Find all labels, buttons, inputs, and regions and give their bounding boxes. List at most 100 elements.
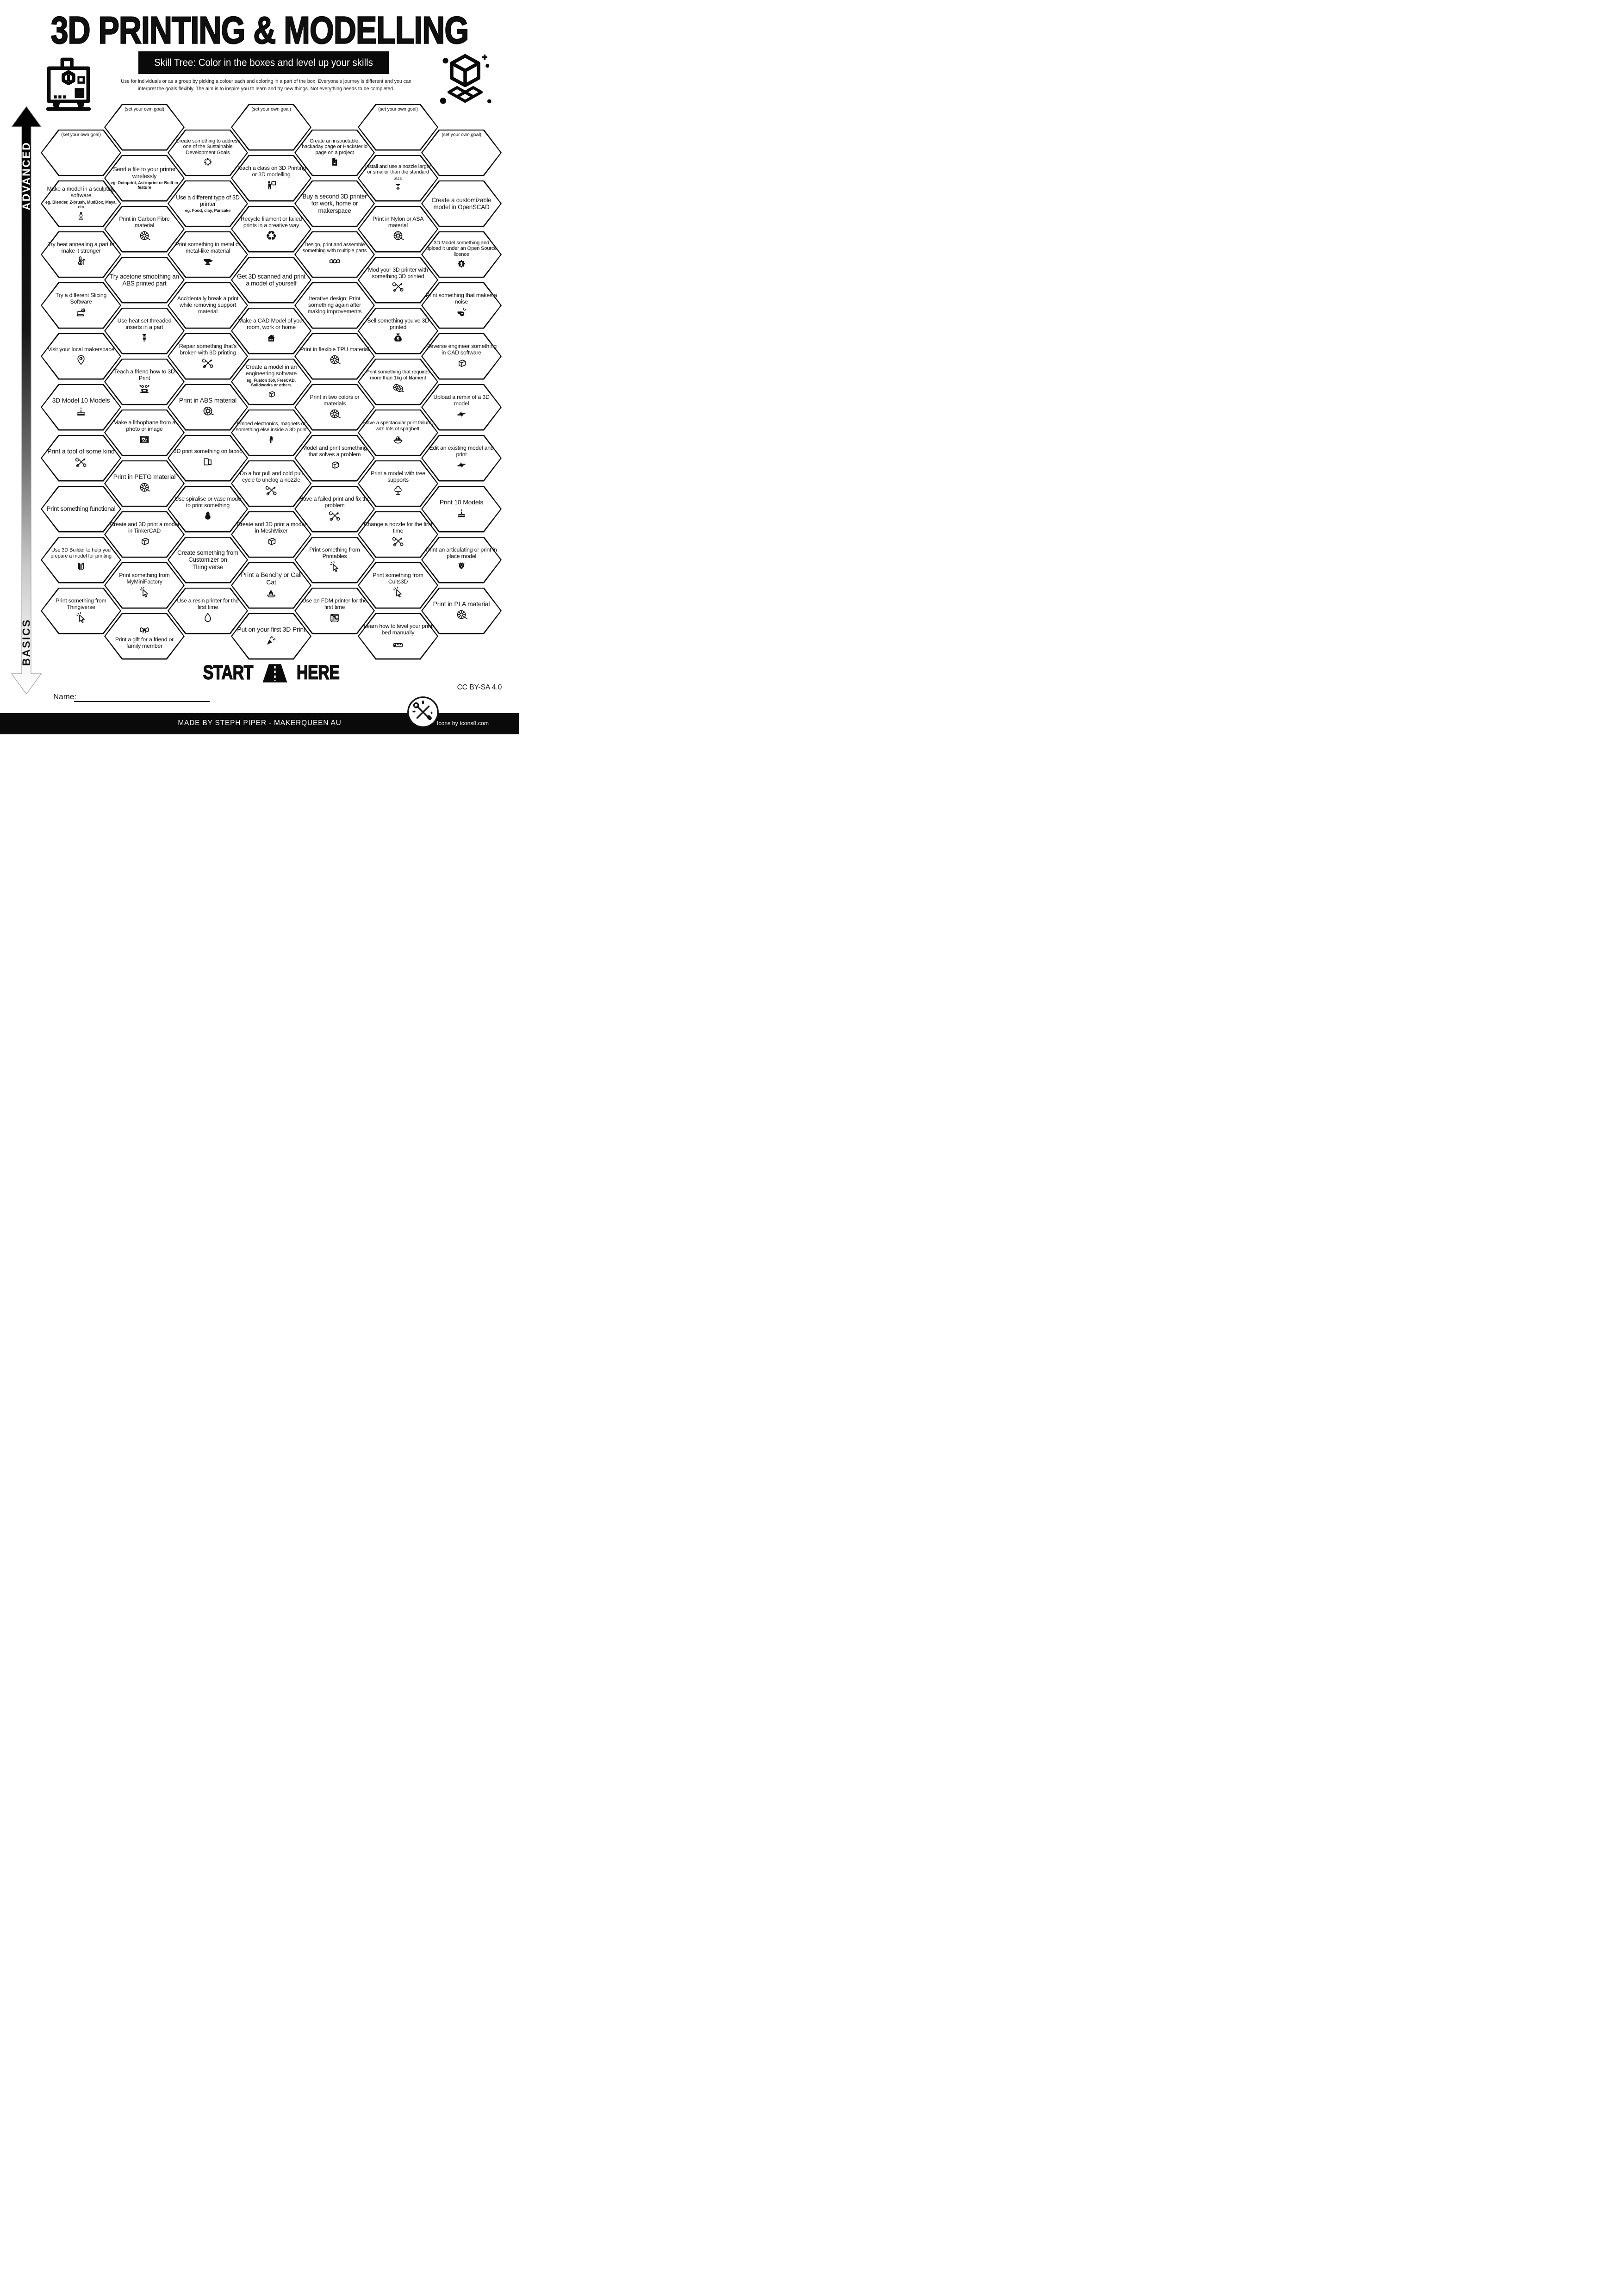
hex-create-something-from-customizer-on-thingi[interactable]: Create something from Customizer on Thin…: [168, 536, 248, 583]
hex-set-your-own-goal[interactable]: (set your own goal): [231, 104, 311, 151]
hex-create-a-model-in-an-engineering-software[interactable]: Create a model in an engineering softwar…: [231, 358, 311, 405]
hex-label: Print in two colors or materials: [310, 393, 360, 407]
hex-get-3d-scanned-and-print-a-model-of-yourse[interactable]: Get 3D scanned and print a model of your…: [231, 256, 311, 304]
hex-recycle-filament-or-failed-prints-in-a-cre[interactable]: Recycle filament or failed prints in a c…: [231, 205, 311, 253]
hex-learn-how-to-level-your-print-bed-manually[interactable]: Learn how to level your print bed manual…: [358, 613, 438, 660]
hex-print-a-tool-of-some-kind[interactable]: Print a tool of some kind: [41, 434, 121, 482]
hex-print-a-gift-for-a-friend-or-family-member[interactable]: Print a gift for a friend or family memb…: [104, 613, 185, 660]
hex-content: Have a spectacular print failure, with l…: [358, 410, 438, 456]
hex-set-your-own-goal[interactable]: (set your own goal): [41, 129, 121, 176]
dragon-icon: [455, 561, 467, 573]
hex-reverse-engineer-something-in-cad-software[interactable]: Reverse engineer something in CAD softwa…: [421, 333, 502, 380]
hex-label: Make a model in a sculpting software: [47, 186, 115, 199]
laptop-gear-icon: [75, 306, 87, 318]
hex-print-something-that-makes-a-noise[interactable]: Print something that makes a noise: [421, 282, 502, 329]
hex-print-in-carbon-fibre-material[interactable]: Print in Carbon Fibre material: [104, 205, 185, 253]
hex-print-something-from-myminifactory[interactable]: Print something from MyMiniFactory: [104, 562, 185, 609]
cube-icon: [138, 535, 150, 547]
hex-fill: [422, 334, 501, 379]
hex-design-print-and-assemble-something-with-m[interactable]: Design, print and assemble something wit…: [294, 231, 375, 278]
hex-3d-model-something-and-upload-it-under-an-[interactable]: 3D Model something and upload it under a…: [421, 231, 502, 278]
hex-print-something-from-printables[interactable]: Print something from Printables: [294, 536, 375, 583]
hex-sell-something-you-ve-3d-printed[interactable]: Sell something you've 3D printed $: [358, 307, 438, 354]
hex-print-in-abs-material[interactable]: Print in ABS material: [168, 384, 248, 431]
hex-set-your-own-goal[interactable]: (set your own goal): [358, 104, 438, 151]
cube-logo-icon: [437, 52, 493, 111]
hex-make-a-cad-model-of-your-room-work-or-home[interactable]: Make a CAD Model of your room, work or h…: [231, 307, 311, 354]
hex-print-an-articulating-or-print-in-place-mo[interactable]: Print an articulating or print in place …: [421, 536, 502, 583]
hex-print-in-nylon-or-asa-material[interactable]: Print in Nylon or ASA material: [358, 205, 438, 253]
hex-print-10-models[interactable]: Print 10 Models: [421, 485, 502, 533]
hex-have-a-failed-print-and-fix-the-problem[interactable]: Have a failed print and fix the problem: [294, 485, 375, 533]
hex-content: Try acetone smoothing an ABS printed par…: [104, 257, 185, 304]
hex-label: Print in PETG material: [113, 472, 176, 480]
hex-visit-your-local-makerspace[interactable]: Visit your local makerspace: [41, 333, 121, 380]
hex-fill: [105, 207, 184, 251]
cubes3-icon: [329, 255, 341, 267]
hex-print-in-petg-material[interactable]: Print in PETG material: [104, 460, 185, 507]
hex-print-a-benchy-or-cali-cat[interactable]: Print a Benchy or Cali Cat: [231, 562, 311, 609]
hex-print-in-flexible-tpu-material[interactable]: Print in flexible TPU material: [294, 333, 375, 380]
hex-use-a-different-type-of-3d-printer[interactable]: Use a different type of 3D printer eg. Fo…: [168, 180, 248, 227]
hex-print-something-that-requires-more-than-1k[interactable]: Print something that requires more than …: [358, 358, 438, 405]
hex-teach-a-friend-how-to-3d-print[interactable]: Teach a friend how to 3D Print: [104, 358, 185, 405]
hex-content: Do a hot pull and cold pull cycle to unc…: [231, 460, 311, 507]
hex-label: Have a spectacular print failure, with l…: [363, 420, 433, 432]
hex-install-and-use-a-nozzle-larger-or-smaller[interactable]: Install and use a nozzle larger or small…: [358, 155, 438, 202]
hex-print-a-model-with-tree-supports[interactable]: Print a model with tree supports: [358, 460, 438, 507]
hex-set-your-own-goal[interactable]: (set your own goal): [421, 129, 502, 176]
hex-edit-an-existing-model-and-print[interactable]: Edit an existing model and print: [421, 434, 502, 482]
hex-upload-a-remix-of-a-3d-model[interactable]: Upload a remix of a 3D model: [421, 384, 502, 431]
name-field[interactable]: [74, 701, 210, 702]
description-line1: Use for individuals or as a group by pic…: [121, 79, 411, 84]
hex-print-something-in-metal-or-metal-like-mat[interactable]: Print something in metal or metal-like m…: [168, 231, 248, 278]
hex-create-and-3d-print-a-model-in-meshmixer[interactable]: Create and 3D print a model in MeshMixer: [231, 511, 311, 558]
hex-model-and-print-something-that-solves-a-pr[interactable]: Model and print something that solves a …: [294, 434, 375, 482]
hex-print-something-from-cults3d[interactable]: Print something from Cults3D: [358, 562, 438, 609]
hex-use-spiralise-or-vase-mode-to-print-someth[interactable]: Use spiralise or vase mode to print some…: [168, 485, 248, 533]
hex-use-3d-builder-to-help-you-prepare-a-model[interactable]: Use 3D Builder to help you prepare a mod…: [41, 536, 121, 583]
hex-make-a-model-in-a-sculpting-software[interactable]: Make a model in a sculpting software eg. …: [41, 180, 121, 227]
hex-teach-a-class-on-3d-printing-or-3d-modelli[interactable]: Teach a class on 3D Printing or 3D model…: [231, 155, 311, 202]
hex-print-something-from-thingiverse[interactable]: Print something from Thingiverse: [41, 587, 121, 634]
hex-content: Teach a class on 3D Printing or 3D model…: [231, 155, 311, 202]
hex-embed-electronics-magnets-or-something-els[interactable]: Embed electronics, magnets or something …: [231, 409, 311, 456]
hex-3d-model-10-models[interactable]: 3D Model 10 Models: [41, 384, 121, 431]
makerqueen-badge: [407, 696, 439, 728]
hex-create-and-3d-print-a-model-in-tinkercad[interactable]: Create and 3D print a model in TinkerCAD: [104, 511, 185, 558]
subtitle-banner: Skill Tree: Color in the boxes and level…: [138, 51, 389, 74]
hex-repair-something-that-s-broken-with-3d-pri[interactable]: Repair something that's broken with 3D p…: [168, 333, 248, 380]
hex-print-in-two-colors-or-materials[interactable]: Print in two colors or materials: [294, 384, 375, 431]
hex-try-a-different-slicing-software[interactable]: Try a different Slicing Software: [41, 282, 121, 329]
hex-content: Put on your first 3D Print: [231, 613, 311, 660]
hex-use-heat-set-threaded-inserts-in-a-part[interactable]: Use heat set threaded inserts in a part: [104, 307, 185, 354]
hex-try-acetone-smoothing-an-abs-printed-part[interactable]: Try acetone smoothing an ABS printed par…: [104, 256, 185, 304]
hex-create-an-instructable-hackaday-page-or-ha[interactable]: Create an instructable, hackaday page or…: [294, 129, 375, 176]
hex-create-something-to-address-one-of-the-sus[interactable]: Create something to address one of the S…: [168, 129, 248, 176]
hex-try-heat-annealing-a-part-to-make-it-stron[interactable]: Try heat annealing a part to make it str…: [41, 231, 121, 278]
hex-use-an-fdm-printer-for-the-first-time[interactable]: Use an FDM printer for the first time: [294, 587, 375, 634]
hex-3d-print-something-on-fabric[interactable]: 3D print something on fabric: [168, 434, 248, 482]
hex-make-a-lithophane-from-a-photo-or-image[interactable]: Make a lithophane from a photo or image: [104, 409, 185, 456]
hex-print-something-functional[interactable]: Print something functional: [41, 485, 121, 533]
hex-fill: [232, 309, 311, 353]
hex-create-a-customizable-model-in-openscad[interactable]: Create a customizable model in OpenSCAD: [421, 180, 502, 227]
hex-content: Design, print and assemble something wit…: [294, 231, 375, 278]
hex-fill: [422, 130, 501, 175]
hex-send-a-file-to-your-printer-wirelessly[interactable]: Send a file to your printer wirelessly eg…: [104, 155, 185, 202]
hex-buy-a-second-3d-printer-for-work-home-or-m[interactable]: Buy a second 3D printer for work, home o…: [294, 180, 375, 227]
hex-fill: [422, 436, 501, 480]
hex-put-on-your-first-3d-print[interactable]: Put on your first 3D Print: [231, 613, 311, 660]
hex-change-a-nozzle-for-the-first-time[interactable]: Change a nozzle for the first time: [358, 511, 438, 558]
hex-fill: [359, 258, 437, 302]
hex-set-your-own-goal[interactable]: (set your own goal): [104, 104, 185, 151]
hex-iterative-design-print-something-again-aft[interactable]: Iterative design: Print something again …: [294, 282, 375, 329]
spaghetti-icon: [392, 433, 404, 445]
hex-accidentally-break-a-print-while-removing-[interactable]: Accidentally break a print while removin…: [168, 282, 248, 329]
hex-label: Print a model with tree supports: [371, 470, 425, 483]
hex-use-a-resin-printer-for-the-first-time[interactable]: Use a resin printer for the first time: [168, 587, 248, 634]
hex-print-in-pla-material[interactable]: Print in PLA material: [421, 587, 502, 634]
hex-have-a-spectacular-print-failure-with-lots[interactable]: Have a spectacular print failure, with l…: [358, 409, 438, 456]
hex-mod-your-3d-printer-with-something-3d-prin[interactable]: Mod your 3D printer with something 3D pr…: [358, 256, 438, 304]
hex-do-a-hot-pull-and-cold-pull-cycle-to-unclo[interactable]: Do a hot pull and cold pull cycle to unc…: [231, 460, 311, 507]
